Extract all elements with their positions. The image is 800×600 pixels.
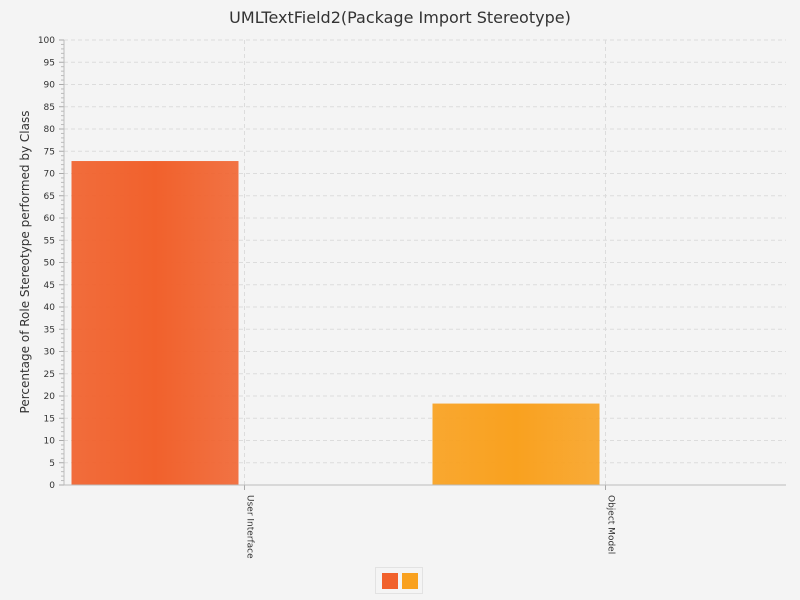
- y-tick-label: 95: [44, 58, 55, 68]
- y-tick-label: 50: [44, 259, 56, 269]
- bar-2: [432, 403, 600, 485]
- y-axis-ticks: 0 5 10 15 20 25 30 35 40 45 50 55 60 65 70 75 80 85 90 95 10…: [38, 36, 64, 491]
- y-tick-label: 45: [44, 281, 55, 291]
- y-tick-label: 25: [44, 370, 55, 380]
- y-tick-label: 75: [44, 147, 55, 157]
- y-tick-label: 5: [49, 459, 55, 469]
- y-tick-label: 70: [44, 170, 56, 180]
- y-tick-label: 80: [44, 125, 56, 135]
- bars: [71, 161, 600, 486]
- y-tick-label: 90: [44, 81, 56, 91]
- y-axis-label: Percentage of Role Stereotype performed …: [18, 111, 32, 414]
- y-tick-label: 0: [49, 481, 55, 491]
- y-tick-label: 10: [44, 437, 56, 447]
- y-tick-label: 15: [44, 414, 55, 424]
- y-tick-label: 20: [44, 392, 56, 402]
- y-tick-label: 65: [44, 192, 55, 202]
- x-tick-label: Object Model: [606, 495, 616, 554]
- legend-swatch-2: [402, 573, 418, 589]
- chart-title: UMLTextField2(Package Import Stereotype): [229, 8, 571, 27]
- x-tick-label: User Interface: [245, 495, 255, 559]
- legend: [375, 567, 423, 594]
- bar-1: [71, 161, 239, 486]
- y-tick-label: 55: [44, 236, 55, 246]
- y-tick-label: 85: [44, 103, 55, 113]
- y-tick-label: 40: [44, 303, 56, 313]
- y-tick-label: 60: [44, 214, 56, 224]
- y-tick-label: 100: [38, 36, 55, 46]
- x-axis-ticks: User Interface Object Model: [244, 485, 616, 559]
- legend-swatch-1: [382, 573, 398, 589]
- y-tick-label: 30: [44, 348, 56, 358]
- y-tick-label: 35: [44, 325, 55, 335]
